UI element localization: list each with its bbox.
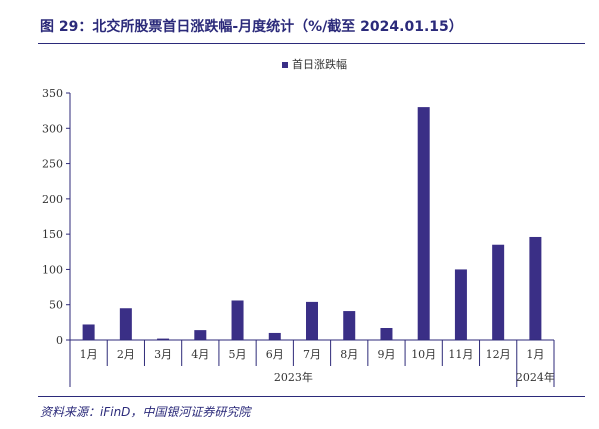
x-tick-label: 8月 bbox=[340, 348, 358, 361]
x-tick-label: 1月 bbox=[526, 348, 544, 361]
y-tick-label: 250 bbox=[42, 158, 63, 171]
legend-label: 首日涨跌幅 bbox=[292, 57, 347, 71]
bar bbox=[529, 236, 542, 340]
x-tick-label: 12月 bbox=[486, 348, 511, 361]
bar bbox=[231, 300, 244, 340]
x-tick-label: 2月 bbox=[117, 348, 135, 361]
y-tick-label: 350 bbox=[42, 87, 63, 100]
bars bbox=[82, 107, 542, 340]
y-tick-label: 200 bbox=[42, 193, 63, 206]
footer-divider bbox=[38, 396, 585, 397]
title-divider bbox=[38, 43, 585, 44]
y-tick-label: 100 bbox=[42, 263, 63, 276]
x-tick-label: 4月 bbox=[191, 348, 209, 361]
bar bbox=[119, 308, 132, 340]
x-tick-label: 5月 bbox=[229, 348, 247, 361]
bar bbox=[380, 328, 393, 340]
x-tick-label: 11月 bbox=[448, 348, 473, 361]
bar bbox=[82, 324, 95, 340]
x-tick-label: 9月 bbox=[377, 348, 395, 361]
y-axis: 0 50 100 150 200 250 300 350 bbox=[42, 87, 71, 347]
year-label: 2024年 bbox=[516, 370, 555, 384]
y-tick-label: 300 bbox=[42, 122, 63, 135]
y-tick-label: 150 bbox=[42, 228, 63, 241]
bar bbox=[417, 107, 430, 340]
x-tick-label: 7月 bbox=[303, 348, 321, 361]
bar bbox=[194, 330, 207, 340]
bar bbox=[492, 244, 505, 340]
y-tick-label: 50 bbox=[49, 299, 63, 312]
bar bbox=[343, 311, 356, 340]
year-label: 2023年 bbox=[274, 370, 313, 384]
bar bbox=[306, 301, 318, 340]
x-tick-label: 6月 bbox=[266, 348, 284, 361]
bar bbox=[454, 269, 467, 340]
x-tick-label: 10月 bbox=[411, 348, 436, 361]
y-tick-label: 0 bbox=[56, 334, 63, 347]
bar bbox=[268, 332, 281, 340]
x-tick-label: 3月 bbox=[154, 348, 172, 361]
legend: 首日涨跌幅 bbox=[282, 57, 347, 71]
bar bbox=[157, 338, 170, 340]
x-axis: 1月 2月 3月 4月 5月 6月 7月 8月 9月 10月 11月 12月 1月 2023年 2024年 bbox=[69, 339, 555, 387]
source-note: 资料来源：iFinD，中国银河证券研究院 bbox=[40, 405, 251, 419]
figure-title: 图 29：北交所股票首日涨跌幅-月度统计（%/截至 2024.01.15） bbox=[40, 19, 463, 35]
legend-swatch bbox=[282, 62, 288, 68]
x-tick-label: 1月 bbox=[80, 348, 98, 361]
